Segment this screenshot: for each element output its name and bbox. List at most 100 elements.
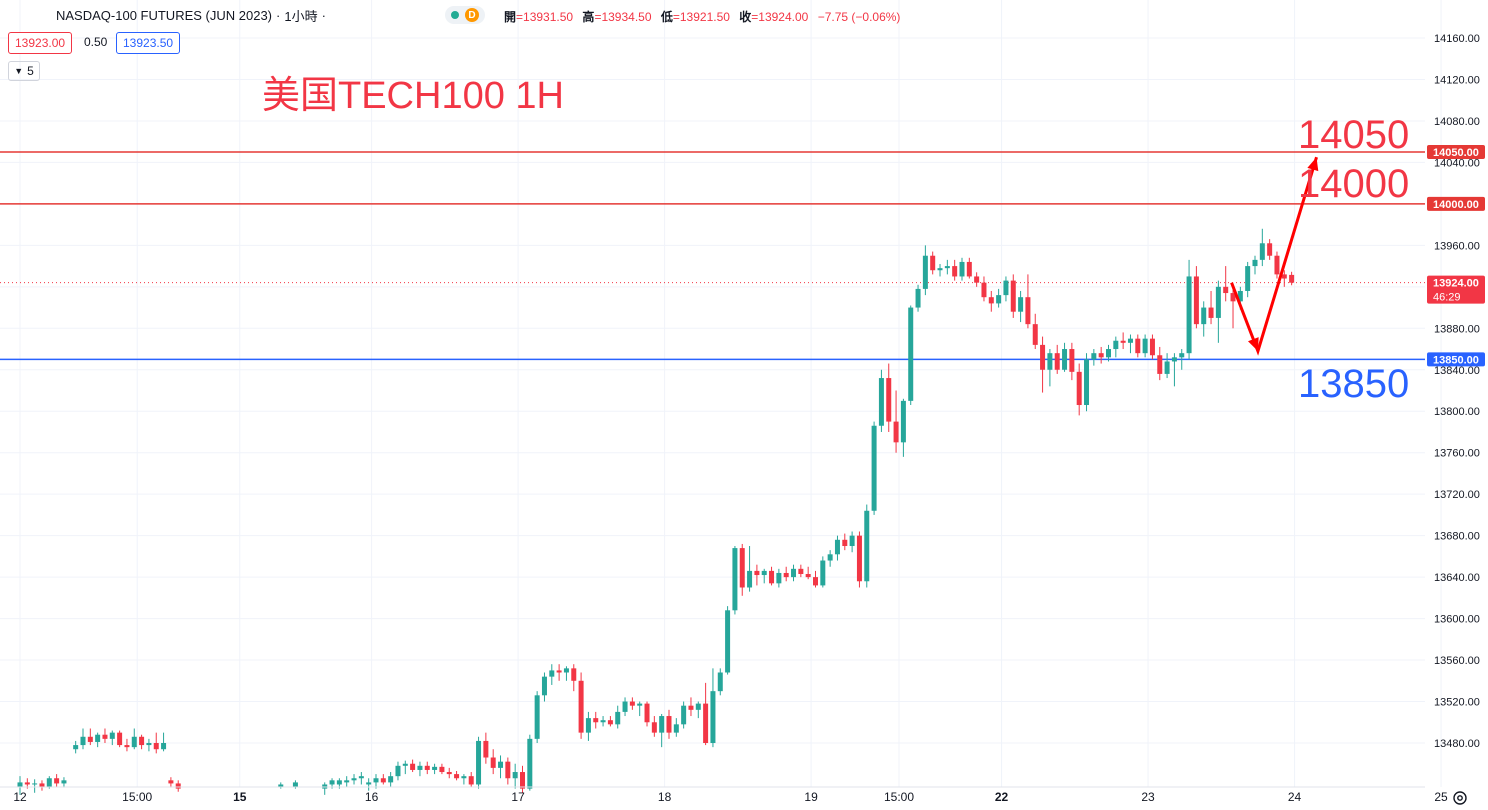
candle-body[interactable]: [820, 560, 826, 586]
candle-body[interactable]: [974, 276, 980, 283]
candle-body[interactable]: [39, 783, 45, 787]
candle-body[interactable]: [615, 711, 621, 725]
candle-body[interactable]: [1105, 349, 1111, 358]
candle-body[interactable]: [937, 268, 943, 271]
candle-body[interactable]: [776, 572, 782, 584]
candle-body[interactable]: [893, 421, 899, 443]
annotation-title[interactable]: 美国TECH100 1H: [262, 75, 564, 117]
candle-body[interactable]: [988, 297, 994, 304]
candle-body[interactable]: [87, 736, 93, 742]
candle-body[interactable]: [1164, 361, 1170, 374]
candle-body[interactable]: [410, 763, 416, 770]
candle-body[interactable]: [24, 782, 30, 785]
candle-body[interactable]: [1223, 286, 1229, 294]
candle-body[interactable]: [747, 570, 753, 588]
buy-button[interactable]: 13923.50: [116, 32, 181, 54]
candle-body[interactable]: [915, 288, 921, 308]
candle-body[interactable]: [1040, 344, 1046, 370]
candle-body[interactable]: [146, 743, 152, 746]
candle-body[interactable]: [1054, 353, 1060, 370]
candle-body[interactable]: [32, 783, 38, 785]
candle-body[interactable]: [1259, 243, 1265, 260]
candle-body[interactable]: [842, 539, 848, 547]
candle-body[interactable]: [761, 570, 767, 576]
candle-body[interactable]: [659, 716, 665, 733]
candle-body[interactable]: [61, 780, 67, 784]
candle-body[interactable]: [80, 736, 86, 746]
candle-body[interactable]: [571, 668, 577, 681]
candle-body[interactable]: [871, 425, 877, 511]
candle-body[interactable]: [417, 765, 423, 770]
candle-body[interactable]: [351, 778, 357, 781]
candle-body[interactable]: [102, 734, 108, 739]
candle-body[interactable]: [519, 772, 525, 789]
candle-body[interactable]: [1032, 324, 1038, 345]
annotation-level-13850[interactable]: 13850: [1298, 362, 1410, 406]
candle-body[interactable]: [1120, 340, 1126, 343]
candle-body[interactable]: [468, 776, 474, 785]
candle-body[interactable]: [966, 261, 972, 277]
candle-body[interactable]: [95, 734, 101, 742]
candle-body[interactable]: [1252, 259, 1258, 267]
candle-body[interactable]: [534, 695, 540, 739]
candle-body[interactable]: [373, 778, 379, 783]
candle-body[interactable]: [344, 780, 350, 783]
candle-body[interactable]: [754, 570, 760, 576]
candle-body[interactable]: [637, 703, 643, 706]
candle-body[interactable]: [827, 554, 833, 561]
candle-body[interactable]: [593, 718, 599, 723]
candle-body[interactable]: [732, 548, 738, 611]
candle-body[interactable]: [1047, 353, 1053, 370]
candle-body[interactable]: [439, 766, 445, 773]
candle-body[interactable]: [805, 574, 811, 578]
interval-label[interactable]: 1小時: [284, 8, 318, 24]
candle-body[interactable]: [402, 763, 408, 766]
candle-body[interactable]: [886, 378, 892, 422]
candle-body[interactable]: [996, 295, 1002, 304]
candle-body[interactable]: [476, 740, 482, 785]
candle-body[interactable]: [395, 765, 401, 777]
last-price-tag[interactable]: [1427, 275, 1485, 304]
candle-body[interactable]: [673, 724, 679, 733]
candle-body[interactable]: [388, 776, 394, 783]
candle-body[interactable]: [329, 780, 335, 785]
candle-body[interactable]: [1091, 353, 1097, 360]
candle-body[interactable]: [856, 535, 862, 582]
candle-body[interactable]: [1149, 338, 1155, 356]
candle-body[interactable]: [651, 722, 657, 733]
price-tag-14050[interactable]: [1427, 145, 1485, 160]
candle-body[interactable]: [1010, 280, 1016, 312]
candle-body[interactable]: [527, 738, 533, 789]
candle-body[interactable]: [1289, 274, 1295, 283]
candle-body[interactable]: [131, 736, 137, 748]
candle-body[interactable]: [944, 266, 950, 269]
candle-body[interactable]: [541, 676, 547, 696]
candle-body[interactable]: [578, 680, 584, 733]
candle-body[interactable]: [54, 778, 60, 784]
candle-body[interactable]: [278, 784, 284, 787]
candle-body[interactable]: [952, 266, 958, 277]
candle-body[interactable]: [1157, 355, 1163, 374]
indicators-toggle[interactable]: ▼ 5: [8, 61, 40, 81]
sell-button[interactable]: 13923.00: [8, 32, 73, 54]
candle-body[interactable]: [695, 703, 701, 710]
candle-body[interactable]: [1025, 297, 1031, 325]
candle-body[interactable]: [607, 720, 613, 725]
candle-body[interactable]: [981, 282, 987, 298]
candle-body[interactable]: [622, 701, 628, 712]
candle-body[interactable]: [900, 400, 906, 443]
candle-body[interactable]: [1201, 307, 1207, 325]
candle-body[interactable]: [1281, 274, 1287, 279]
price-tag-14000[interactable]: [1427, 196, 1485, 211]
candle-body[interactable]: [783, 572, 789, 578]
candle-body[interactable]: [1208, 307, 1214, 318]
candle-body[interactable]: [1171, 357, 1177, 362]
candle-body[interactable]: [336, 780, 342, 785]
candle-body[interactable]: [878, 378, 884, 426]
candle-body[interactable]: [153, 743, 159, 750]
annotation-level-14000[interactable]: 14000: [1298, 162, 1410, 206]
candle-body[interactable]: [849, 535, 855, 547]
candle-body[interactable]: [1018, 297, 1024, 312]
candle-body[interactable]: [73, 745, 79, 750]
